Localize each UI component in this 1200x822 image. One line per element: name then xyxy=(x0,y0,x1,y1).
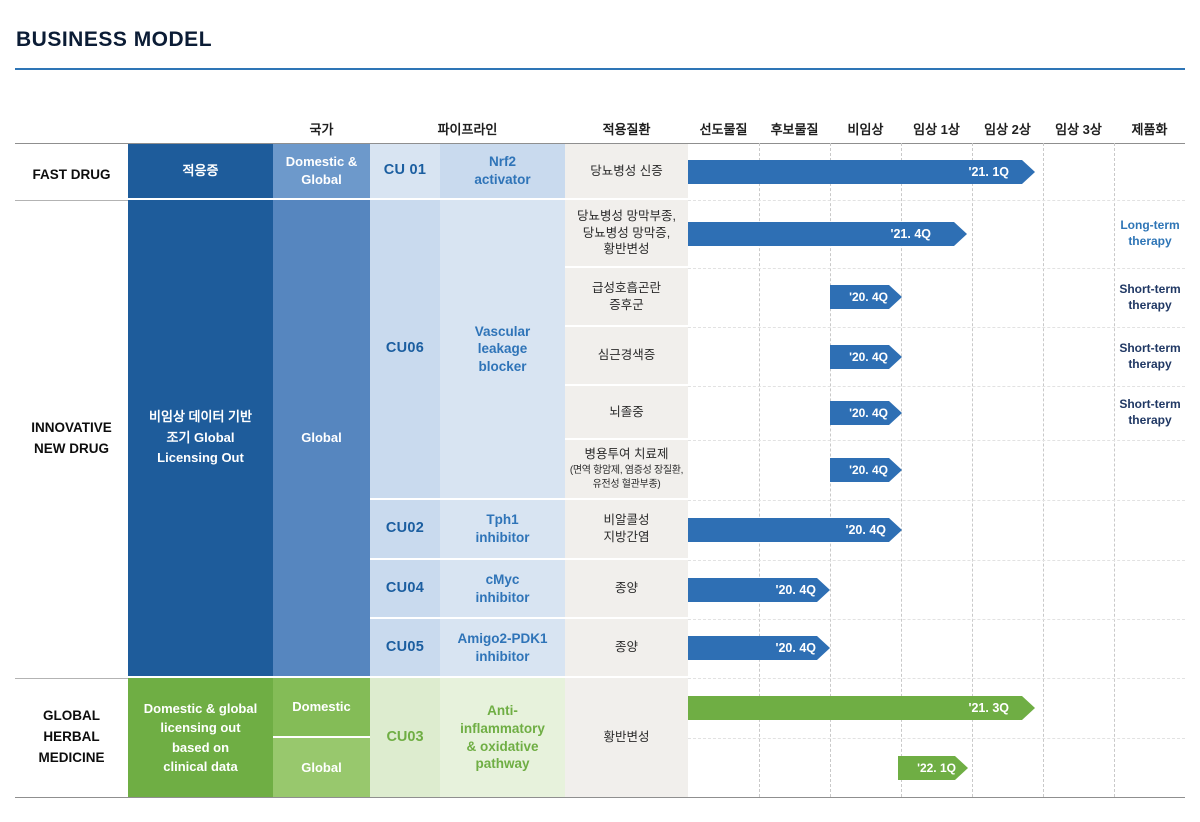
progress-arrow-cu06-retina: '21. 4Q xyxy=(688,222,967,246)
page-title: BUSINESS MODEL xyxy=(16,28,213,51)
title-underline xyxy=(15,68,1185,70)
herbal-country-global-box: Global xyxy=(273,738,370,797)
header-stage-candidate: 후보물질 xyxy=(770,122,819,137)
group-label-innovative-new-drug: INNOVATIVE NEW DRUG xyxy=(31,420,112,456)
header-stage-phase3: 임상 3상 xyxy=(1055,122,1102,137)
header-disease: 적용질환 xyxy=(602,122,651,137)
pipeline-cu04-code: CU04 xyxy=(370,560,440,619)
table-bottom-line xyxy=(15,797,1185,798)
header-stage-product: 제품화 xyxy=(1131,122,1168,137)
pipeline-cu01-code: CU 01 xyxy=(370,144,440,200)
row-gridline xyxy=(688,738,1185,739)
pipeline-cu04-name: cMyc inhibitor xyxy=(440,560,565,619)
stage-gridline xyxy=(1043,143,1044,797)
disease-cell: 종양 xyxy=(565,619,688,678)
disease-sub-text: (면역 항암제, 염증성 장질환, 유전성 혈관부종) xyxy=(569,465,684,491)
fast-drug-country-box: Domestic & Global xyxy=(273,144,370,200)
header-pipeline: 파이프라인 xyxy=(437,122,498,137)
note-long-term-therapy: Long-term therapy xyxy=(1120,218,1180,248)
pipeline-cu03-name: Anti- inflammatory & oxidative pathway xyxy=(440,678,565,797)
row-gridline xyxy=(688,386,1185,387)
pipeline-cu02-name: Tph1 inhibitor xyxy=(440,500,565,560)
progress-arrow-cu03-domestic: '21. 3Q xyxy=(688,696,1035,720)
pipeline-cu02-code: CU02 xyxy=(370,500,440,560)
row-gridline xyxy=(688,560,1185,561)
header-stage-lead: 선도물질 xyxy=(699,122,748,137)
disease-cell: 병용투여 치료제 (면역 항암제, 염증성 장질환, 유전성 혈관부종) xyxy=(565,440,688,500)
progress-arrow-cu05: '20. 4Q xyxy=(688,636,830,660)
herbal-country-domestic-box: Domestic xyxy=(273,678,370,738)
row-gridline xyxy=(688,440,1185,441)
pipeline-cu05-code: CU05 xyxy=(370,619,440,678)
progress-arrow-cu06-mi: '20. 4Q xyxy=(830,345,902,369)
note-short-term-therapy: Short-term therapy xyxy=(1119,341,1181,371)
progress-arrow-cu02: '20. 4Q xyxy=(688,518,902,542)
disease-cell: 뇌졸중 xyxy=(565,386,688,440)
fast-drug-strategy-box: 적응증 xyxy=(128,144,273,200)
disease-cell: 급성호흡곤란 증후군 xyxy=(565,268,688,327)
innovative-strategy-box: 비임상 데이터 기반 조기 Global Licensing Out xyxy=(128,200,273,678)
row-gridline xyxy=(688,619,1185,620)
group-label-global-herbal-medicine: GLOBAL HERBAL MEDICINE xyxy=(38,708,105,765)
disease-cell: 당뇨병성 신증 xyxy=(565,144,688,200)
progress-arrow-cu06-ards: '20. 4Q xyxy=(830,285,902,309)
stage-gridline xyxy=(1114,143,1115,797)
progress-arrow-cu04: '20. 4Q xyxy=(688,578,830,602)
group-separator-line xyxy=(15,200,128,201)
row-gridline xyxy=(688,200,1185,201)
note-short-term-therapy: Short-term therapy xyxy=(1119,282,1181,312)
disease-cell: 비알콜성 지방간염 xyxy=(565,500,688,560)
note-short-term-therapy: Short-term therapy xyxy=(1119,397,1181,427)
table-top-line xyxy=(15,143,1185,144)
disease-main-text: 병용투여 치료제 xyxy=(584,446,669,461)
progress-arrow-cu03-global: '22. 1Q xyxy=(898,756,968,780)
group-label-fast-drug: FAST DRUG xyxy=(32,167,111,182)
row-gridline xyxy=(688,500,1185,501)
disease-cell: 심근경색증 xyxy=(565,327,688,386)
group-separator-line xyxy=(15,678,128,679)
pipeline-cu01-name: Nrf2 activator xyxy=(440,144,565,200)
header-stage-phase2: 임상 2상 xyxy=(984,122,1031,137)
disease-cell: 당뇨병성 망막부종, 당뇨병성 망막증, 황반변성 xyxy=(565,200,688,268)
header-stage-preclinical: 비임상 xyxy=(847,122,884,137)
header-country: 국가 xyxy=(309,122,334,137)
pipeline-cu06-name: Vascular leakage blocker xyxy=(440,200,565,500)
row-gridline xyxy=(688,268,1185,269)
innovative-country-box: Global xyxy=(273,200,370,678)
herbal-strategy-box: Domestic & global licensing out based on… xyxy=(128,678,273,797)
stage-gridline xyxy=(759,143,760,797)
row-gridline xyxy=(688,678,1185,679)
header-stage-phase1: 임상 1상 xyxy=(913,122,960,137)
pipeline-cu06-code: CU06 xyxy=(370,200,440,500)
disease-cell: 황반변성 xyxy=(565,678,688,797)
pipeline-cu05-name: Amigo2-PDK1 inhibitor xyxy=(440,619,565,678)
row-gridline xyxy=(688,327,1185,328)
progress-arrow-cu06-stroke: '20. 4Q xyxy=(830,401,902,425)
progress-arrow-cu06-combo: '20. 4Q xyxy=(830,458,902,482)
stage-gridline xyxy=(972,143,973,797)
pipeline-cu03-code: CU03 xyxy=(370,678,440,797)
progress-arrow-cu01: '21. 1Q xyxy=(688,160,1035,184)
disease-cell: 종양 xyxy=(565,560,688,619)
